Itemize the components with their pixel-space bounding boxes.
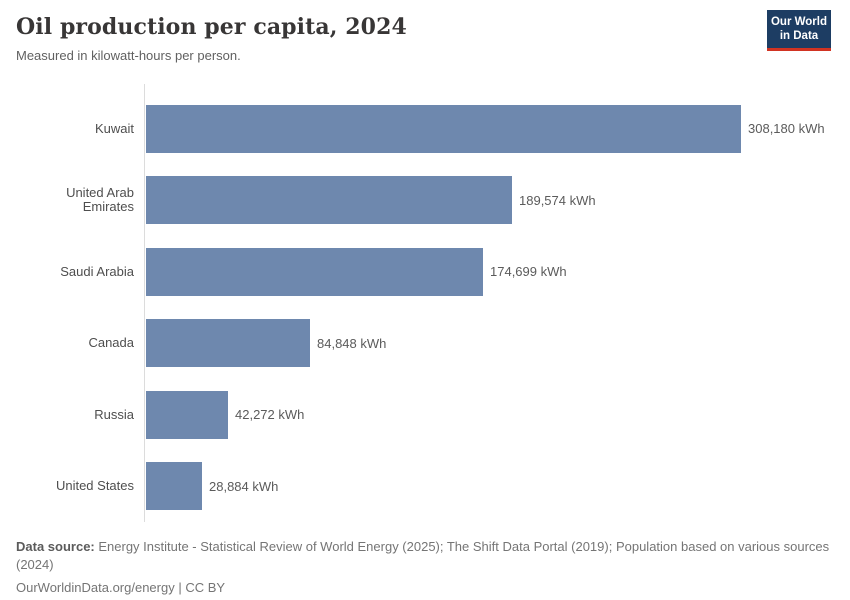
category-label: United States bbox=[55, 478, 134, 494]
bar[interactable] bbox=[146, 462, 202, 511]
value-label: 28,884 kWh bbox=[209, 478, 279, 494]
value-label: 308,180 kWh bbox=[748, 121, 825, 137]
bar-row: Canada 84,848 kWh bbox=[16, 307, 834, 379]
value-label: 189,574 kWh bbox=[519, 192, 596, 208]
bar-zone: 189,574 kWh bbox=[144, 164, 834, 236]
data-source-line: Data source: Energy Institute - Statisti… bbox=[16, 538, 834, 574]
data-source-text: Energy Institute - Statistical Review of… bbox=[16, 539, 830, 572]
bar-row: Saudi Arabia 174,699 kWh bbox=[16, 236, 834, 308]
bar-row: United Arab Emirates 189,574 kWh bbox=[16, 164, 834, 236]
axis-top-tick bbox=[16, 84, 834, 93]
bar[interactable] bbox=[146, 104, 741, 153]
bar-zone: 174,699 kWh bbox=[144, 236, 834, 308]
citation-line: OurWorldinData.org/energy | CC BY bbox=[16, 579, 226, 595]
category-label: Saudi Arabia bbox=[60, 263, 134, 279]
category-label: Russia bbox=[94, 406, 134, 422]
bar[interactable] bbox=[146, 390, 228, 439]
bar-row: Kuwait 308,180 kWh bbox=[16, 93, 834, 165]
page-title: Oil production per capita, 2024 bbox=[16, 14, 407, 40]
chart-rows: Kuwait 308,180 kWh United Arab Emirates 189… bbox=[16, 93, 834, 522]
value-label: 174,699 kWh bbox=[490, 264, 567, 280]
bar-zone: 308,180 kWh bbox=[144, 93, 834, 165]
value-label: 42,272 kWh bbox=[235, 407, 305, 423]
data-source-label: Data source: bbox=[16, 539, 95, 554]
bar-zone: 42,272 kWh bbox=[144, 379, 834, 451]
bar-row: United States 28,884 kWh bbox=[16, 450, 834, 522]
page-subtitle: Measured in kilowatt-hours per person. bbox=[16, 48, 241, 63]
bar[interactable] bbox=[146, 176, 512, 225]
bar[interactable] bbox=[146, 247, 483, 296]
chart-footer: Data source: Energy Institute - Statisti… bbox=[16, 538, 834, 597]
value-label: 84,848 kWh bbox=[317, 335, 387, 351]
owid-logo: Our World in Data bbox=[767, 10, 831, 51]
bar[interactable] bbox=[146, 319, 310, 368]
owid-logo-line1: Our World bbox=[770, 15, 827, 28]
owid-logo-line2: in Data bbox=[779, 30, 819, 42]
category-label: Canada bbox=[88, 335, 134, 351]
category-label: United Arab Emirates bbox=[66, 184, 134, 215]
bar-row: Russia 42,272 kWh bbox=[16, 379, 834, 451]
bar-zone: 28,884 kWh bbox=[144, 450, 834, 522]
category-label: Kuwait bbox=[94, 120, 134, 136]
bar-chart: Kuwait 308,180 kWh United Arab Emirates 189… bbox=[16, 84, 834, 522]
bar-zone: 84,848 kWh bbox=[144, 307, 834, 379]
